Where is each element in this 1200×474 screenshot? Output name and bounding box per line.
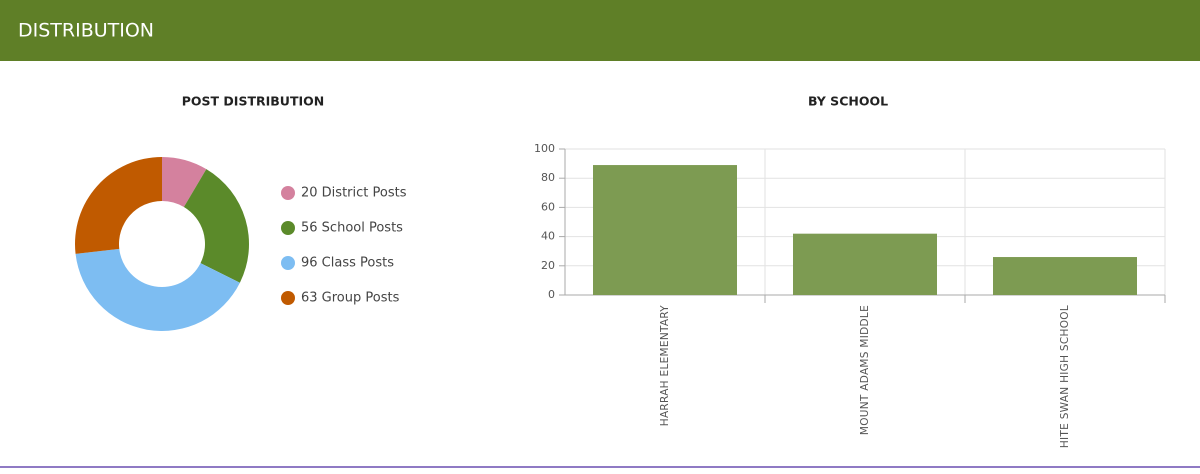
y-tick-label: 0 bbox=[548, 288, 555, 301]
legend-label: 96 Class Posts bbox=[301, 256, 394, 271]
chart-title: BY SCHOOL bbox=[808, 94, 888, 109]
legend-swatch bbox=[281, 186, 295, 200]
y-tick-label: 100 bbox=[534, 142, 555, 155]
x-tick-label: HARRAH ELEMENTARY bbox=[659, 305, 671, 427]
pie-slice bbox=[75, 157, 162, 254]
y-tick-label: 80 bbox=[541, 171, 555, 184]
x-tick-label: MOUNT ADAMS MIDDLE bbox=[859, 305, 871, 435]
y-tick-label: 40 bbox=[541, 230, 555, 243]
pie-slice bbox=[183, 169, 250, 283]
legend-swatch bbox=[281, 256, 295, 270]
legend-swatch bbox=[281, 291, 295, 305]
pie-slice bbox=[75, 248, 240, 332]
legend-label: 63 Group Posts bbox=[301, 291, 400, 306]
pie-slice bbox=[162, 157, 207, 208]
category-labels: HARRAH ELEMENTARY MOUNT ADAMS MIDDLE WHITE… bbox=[659, 305, 1071, 459]
bar bbox=[793, 233, 937, 295]
header-title: DISTRIBUTION bbox=[18, 20, 154, 42]
bar bbox=[593, 165, 737, 295]
bar bbox=[993, 257, 1137, 295]
legend-label: 20 District Posts bbox=[301, 186, 407, 201]
x-tick-label: WHITE SWAN HIGH SCHOOL bbox=[1059, 305, 1071, 459]
y-tick-label: 60 bbox=[541, 200, 555, 213]
header-bar bbox=[0, 0, 1200, 61]
legend-label: 56 School Posts bbox=[301, 221, 403, 236]
chart-title: POST DISTRIBUTION bbox=[182, 94, 324, 109]
y-tick-label: 20 bbox=[541, 259, 555, 272]
legend-swatch bbox=[281, 221, 295, 235]
